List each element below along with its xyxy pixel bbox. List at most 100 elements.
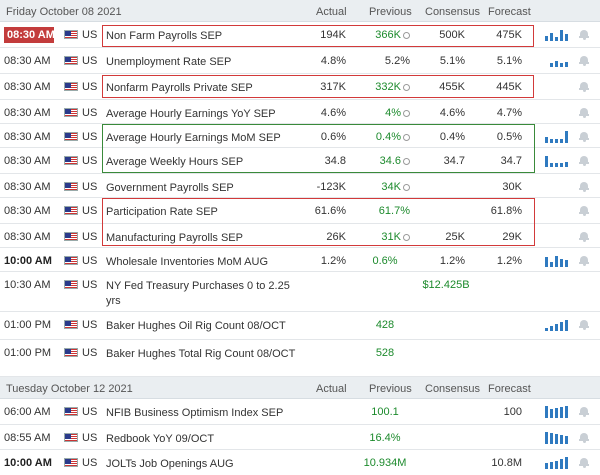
bell-icon[interactable] (579, 432, 589, 443)
col-previous-header: Previous (369, 6, 412, 18)
event-name[interactable]: Unemployment Rate SEP (106, 56, 232, 68)
chart-icon[interactable] (545, 456, 568, 469)
consensus-value: 5.1% (439, 55, 465, 67)
table-row[interactable]: 10:00 AM US Wholesale Inventories MoM AU… (0, 248, 600, 272)
previous-value: 5.2% (384, 55, 410, 67)
event-name[interactable]: Participation Rate SEP (106, 206, 218, 218)
table-row[interactable]: 10:00 AM US JOLTs Job Openings AUG 10.93… (0, 450, 600, 475)
forecast-value: 0.5% (496, 131, 522, 143)
event-name[interactable]: NY Fed Treasury Purchases 0 to 2.25 yrs (106, 280, 290, 307)
table-row[interactable]: 08:30 AM US Participation Rate SEP 61.6%… (0, 198, 600, 224)
forecast-value: 34.7 (500, 155, 522, 167)
currency: US (82, 406, 98, 418)
event-time: 06:00 AM (4, 406, 51, 418)
table-row[interactable]: 08:30 AM US Government Payrolls SEP -123… (0, 174, 600, 198)
us-flag-icon (64, 182, 78, 191)
event-name[interactable]: Average Weekly Hours SEP (106, 156, 244, 168)
bell-icon[interactable] (579, 205, 589, 216)
previous-value: 332K (360, 81, 410, 93)
forecast-value: 30K (502, 181, 522, 193)
event-name[interactable]: Average Hourly Earnings YoY SEP (106, 108, 276, 120)
bell-icon[interactable] (579, 457, 589, 468)
forecast-value: 1.2% (496, 255, 522, 267)
currency: US (82, 55, 98, 67)
forecast-value: 29K (502, 231, 522, 243)
previous-value: 61.7% (378, 205, 410, 217)
col-actual-header: Actual (316, 6, 347, 18)
event-name[interactable]: Baker Hughes Oil Rig Count 08/OCT (106, 320, 286, 332)
event-time: 10:00 AM (4, 255, 52, 267)
event-name[interactable]: NFIB Business Optimism Index SEP (106, 407, 284, 419)
table-row[interactable]: 10:30 AM US NY Fed Treasury Purchases 0 … (0, 272, 600, 312)
us-flag-icon (64, 30, 78, 39)
actual-value: 1.2% (320, 255, 346, 267)
table-row[interactable]: 08:30 AM US Nonfarm Payrolls Private SEP… (0, 74, 600, 100)
col-consensus-header: Consensus (425, 383, 481, 395)
us-flag-icon (64, 232, 78, 241)
event-name[interactable]: Manufacturing Payrolls SEP (106, 232, 243, 244)
event-name[interactable]: Non Farm Payrolls SEP (106, 30, 223, 42)
table-row[interactable]: 06:00 AM US NFIB Business Optimism Index… (0, 399, 600, 425)
currency: US (82, 457, 98, 469)
actual-value: 4.6% (320, 107, 346, 119)
us-flag-icon (64, 56, 78, 65)
chart-icon[interactable] (545, 431, 568, 444)
bell-icon[interactable] (579, 319, 589, 330)
us-flag-icon (64, 320, 78, 329)
event-name[interactable]: Redbook YoY 09/OCT (106, 433, 215, 445)
chart-icon[interactable] (545, 154, 568, 167)
event-name[interactable]: Baker Hughes Total Rig Count 08/OCT (106, 348, 296, 360)
consensus-value: 34.7 (443, 155, 465, 167)
bell-icon[interactable] (579, 29, 589, 40)
forecast-value: 61.8% (490, 205, 522, 217)
us-flag-icon (64, 407, 78, 416)
bell-icon[interactable] (579, 81, 589, 92)
forecast-value: 4.7% (496, 107, 522, 119)
event-name[interactable]: JOLTs Job Openings AUG (106, 458, 234, 470)
consensus-value: $12.425B (422, 279, 470, 291)
bell-icon[interactable] (579, 255, 589, 266)
bell-icon[interactable] (579, 181, 589, 192)
event-time: 08:30 AM (4, 181, 51, 193)
consensus-value: 0.4% (439, 131, 465, 143)
bell-icon[interactable] (579, 131, 589, 142)
table-row[interactable]: 08:30 AM US Average Hourly Earnings YoY … (0, 100, 600, 124)
col-forecast-header: Forecast (488, 6, 531, 18)
chart-icon[interactable] (545, 54, 568, 67)
actual-value: 317K (320, 81, 346, 93)
actual-value: 194K (320, 29, 346, 41)
event-name[interactable]: Nonfarm Payrolls Private SEP (106, 82, 253, 94)
event-time: 01:00 PM (4, 347, 52, 359)
event-name[interactable]: Government Payrolls SEP (106, 182, 234, 194)
us-flag-icon (64, 433, 78, 442)
event-name[interactable]: Wholesale Inventories MoM AUG (106, 256, 269, 268)
table-row[interactable]: 08:30 AM US Unemployment Rate SEP 4.8% 5… (0, 48, 600, 74)
chart-icon[interactable] (545, 254, 568, 267)
table-row[interactable]: 08:55 AM US Redbook YoY 09/OCT 16.4% (0, 425, 600, 450)
bell-icon[interactable] (579, 231, 589, 242)
table-row[interactable]: 08:30 AM US Non Farm Payrolls SEP 194K 3… (0, 22, 600, 48)
chart-icon[interactable] (545, 28, 568, 41)
table-row[interactable]: 01:00 PM US Baker Hughes Total Rig Count… (0, 340, 600, 377)
us-flag-icon (64, 256, 78, 265)
actual-value: 26K (326, 231, 346, 243)
event-time: 08:30 AM (4, 107, 51, 119)
chart-icon[interactable] (545, 130, 568, 143)
bell-icon[interactable] (579, 107, 589, 118)
consensus-value: 500K (439, 29, 465, 41)
event-time: 08:30 AM (4, 205, 51, 217)
consensus-value: 455K (439, 81, 465, 93)
chart-icon[interactable] (545, 318, 568, 331)
us-flag-icon (64, 132, 78, 141)
table-row[interactable]: 08:30 AM US Average Weekly Hours SEP 34.… (0, 148, 600, 174)
bell-icon[interactable] (579, 55, 589, 66)
table-row[interactable]: 01:00 PM US Baker Hughes Oil Rig Count 0… (0, 312, 600, 340)
bell-icon[interactable] (579, 155, 589, 166)
actual-value: 4.8% (320, 55, 346, 67)
event-time: 10:30 AM (4, 279, 51, 291)
bell-icon[interactable] (579, 406, 589, 417)
table-row[interactable]: 08:30 AM US Manufacturing Payrolls SEP 2… (0, 224, 600, 248)
chart-icon[interactable] (545, 405, 568, 418)
event-name[interactable]: Average Hourly Earnings MoM SEP (106, 132, 281, 144)
table-row[interactable]: 08:30 AM US Average Hourly Earnings MoM … (0, 124, 600, 148)
